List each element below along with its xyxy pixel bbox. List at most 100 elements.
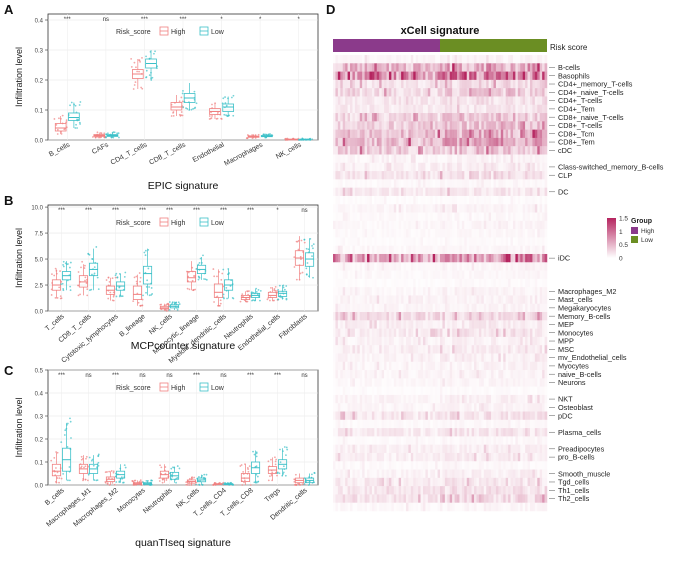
heatmap-cell xyxy=(481,121,484,130)
heatmap-cell xyxy=(433,179,436,188)
heatmap-cell xyxy=(352,88,355,97)
heatmap-cell xyxy=(357,80,360,89)
heatmap-cell xyxy=(360,403,363,412)
heatmap-cell xyxy=(396,179,399,188)
heatmap-cell xyxy=(379,171,382,180)
heatmap-cell xyxy=(462,179,465,188)
heatmap-cell xyxy=(445,96,448,105)
heatmap-cell xyxy=(362,196,365,205)
heatmap-cell xyxy=(440,262,443,271)
heatmap-cell xyxy=(411,279,414,288)
heatmap-cell xyxy=(528,237,531,246)
heatmap-cell xyxy=(428,378,431,387)
jitter-point xyxy=(124,276,126,278)
heatmap-cell xyxy=(357,179,360,188)
heatmap-cell xyxy=(535,179,538,188)
heatmap-cell xyxy=(396,105,399,114)
heatmap-cell xyxy=(520,387,523,396)
heatmap-cell xyxy=(421,337,424,346)
heatmap-cell xyxy=(391,88,394,97)
heatmap-cell xyxy=(423,246,426,255)
heatmap-cell xyxy=(335,279,338,288)
heatmap-cell xyxy=(486,188,489,197)
heatmap-cell xyxy=(469,188,472,197)
heatmap-cell xyxy=(338,55,341,64)
heatmap-cell xyxy=(498,304,501,313)
heatmap-cell xyxy=(438,72,441,81)
heatmap-cell xyxy=(476,378,479,387)
jitter-point xyxy=(134,84,136,86)
heatmap-cell xyxy=(450,113,453,122)
heatmap-cell xyxy=(418,337,421,346)
heatmap-cell xyxy=(474,237,477,246)
heatmap-cell xyxy=(515,320,518,329)
heatmap-cell xyxy=(406,287,409,296)
heatmap-cell xyxy=(537,130,540,139)
heatmap-cell xyxy=(391,237,394,246)
heatmap-cell xyxy=(457,204,460,213)
heatmap-cell xyxy=(404,154,407,163)
heatmap-cell xyxy=(394,262,397,271)
heatmap-cell xyxy=(369,88,372,97)
heatmap-cell xyxy=(455,113,458,122)
heatmap-cell xyxy=(430,146,433,155)
heatmap-cell xyxy=(472,121,475,130)
heatmap-cell xyxy=(369,279,372,288)
jitter-point xyxy=(88,253,90,255)
heatmap-cell xyxy=(523,55,526,64)
heatmap-cell xyxy=(484,221,487,230)
jitter-point xyxy=(286,447,288,449)
heatmap-cell xyxy=(418,378,421,387)
significance-label: *** xyxy=(179,17,187,23)
jitter-point xyxy=(154,50,156,52)
jitter-point xyxy=(213,301,215,303)
heatmap-cell xyxy=(421,171,424,180)
heatmap-cell xyxy=(452,121,455,130)
heatmap-cell xyxy=(445,312,448,321)
heatmap-cell xyxy=(352,72,355,81)
heatmap-cell xyxy=(379,246,382,255)
jitter-point xyxy=(302,483,304,485)
jitter-point xyxy=(182,106,184,108)
heatmap-cell xyxy=(423,188,426,197)
heatmap-cell xyxy=(377,320,380,329)
heatmap-cell xyxy=(447,262,450,271)
heatmap-cell xyxy=(365,130,368,139)
heatmap-cell xyxy=(472,113,475,122)
heatmap-cell xyxy=(428,254,431,263)
heatmap-cell xyxy=(501,188,504,197)
heatmap-cell xyxy=(442,72,445,81)
heatmap-cell xyxy=(528,72,531,81)
heatmap-cell xyxy=(338,229,341,238)
heatmap-cell xyxy=(413,121,416,130)
heatmap-cell xyxy=(525,229,528,238)
jitter-point xyxy=(267,298,269,300)
heatmap-cell xyxy=(496,146,499,155)
heatmap-cell xyxy=(467,254,470,263)
heatmap-cell xyxy=(462,337,465,346)
heatmap-cell xyxy=(425,55,428,64)
heatmap-cell xyxy=(459,246,462,255)
heatmap-cell xyxy=(374,55,377,64)
heatmap-cell xyxy=(350,121,353,130)
heatmap-cell xyxy=(357,229,360,238)
heatmap-cell xyxy=(362,345,365,354)
jitter-point xyxy=(254,454,256,456)
heatmap-cell xyxy=(413,163,416,172)
heatmap-cell xyxy=(459,179,462,188)
heatmap-cell xyxy=(518,295,521,304)
heatmap-cell xyxy=(496,362,499,371)
heatmap-cell xyxy=(387,113,390,122)
heatmap-cell xyxy=(481,63,484,72)
heatmap-cell xyxy=(399,370,402,379)
heatmap-cell xyxy=(489,163,492,172)
jitter-point xyxy=(81,465,83,467)
heatmap-cell xyxy=(508,378,511,387)
heatmap-cell xyxy=(496,345,499,354)
heatmap-cell xyxy=(506,378,509,387)
heatmap-cell xyxy=(457,179,460,188)
jitter-point xyxy=(75,105,77,107)
heatmap-cell xyxy=(387,295,390,304)
heatmap-cell xyxy=(508,146,511,155)
heatmap-cell xyxy=(362,138,365,147)
